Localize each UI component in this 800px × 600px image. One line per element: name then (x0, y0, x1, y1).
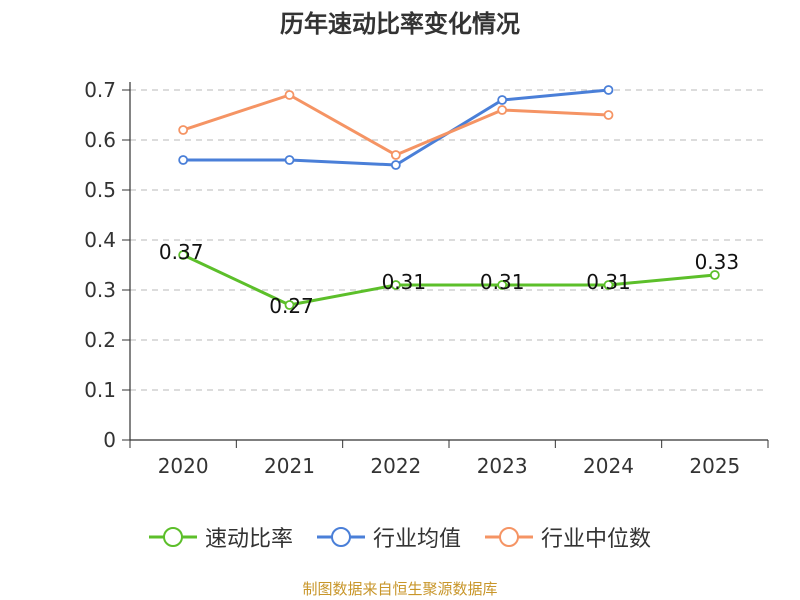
legend-line-marker-icon (148, 527, 197, 547)
data-point (603, 280, 614, 290)
y-tick-label: 0.2 (84, 328, 116, 352)
chart-title: 历年速动比率变化情况 (280, 10, 520, 38)
data-point (709, 270, 720, 280)
data-label: 0.33 (695, 250, 740, 274)
data-label: 0.31 (480, 270, 525, 294)
x-tick-label: 2022 (370, 454, 421, 478)
data-point (390, 280, 401, 290)
legend-label: 行业均值 (372, 527, 461, 552)
data-point (497, 105, 508, 115)
series-line (182, 93, 609, 157)
source-note: 制图数据来自恒生聚源数据库 (302, 580, 498, 598)
data-point (390, 160, 401, 170)
chart-legend: 速动比率 行业均值 行业中位数 (0, 520, 800, 554)
legend-label: 速动比率 (204, 527, 293, 552)
data-point (178, 155, 189, 165)
legend-line-marker-icon (485, 527, 533, 547)
data-point (497, 280, 508, 290)
legend-item[interactable]: 行业均值 (316, 521, 461, 553)
y-tick-label: 0.3 (84, 278, 116, 302)
data-point (178, 250, 189, 260)
y-tick-label: 0.6 (84, 128, 116, 152)
data-point (178, 125, 189, 135)
y-tick-label: 0.5 (84, 178, 116, 202)
data-label: 0.31 (382, 270, 427, 294)
series-line (182, 253, 715, 307)
data-point (603, 85, 614, 95)
data-point (497, 95, 508, 105)
data-point (284, 300, 295, 310)
data-point (390, 150, 401, 160)
legend-item[interactable]: 速动比率 (148, 521, 293, 553)
data-point (284, 155, 295, 165)
y-tick-label: 0 (103, 428, 116, 452)
data-label: 0.27 (269, 294, 314, 318)
legend-line-marker-icon (316, 527, 365, 547)
data-point (603, 110, 614, 120)
y-tick-label: 0.1 (84, 378, 116, 402)
x-tick-label: 2021 (264, 454, 315, 478)
data-point (284, 90, 295, 100)
legend-label: 行业中位数 (541, 527, 652, 552)
x-tick-label: 2024 (583, 454, 634, 478)
x-tick-label: 2025 (689, 454, 740, 478)
data-label: 0.31 (586, 270, 631, 294)
y-tick-label: 0.7 (84, 78, 116, 102)
x-tick-label: 2023 (477, 454, 528, 478)
x-tick-label: 2020 (158, 454, 209, 478)
legend-item[interactable]: 行业中位数 (485, 521, 651, 553)
data-label: 0.37 (159, 240, 204, 264)
y-tick-label: 0.4 (84, 228, 116, 252)
